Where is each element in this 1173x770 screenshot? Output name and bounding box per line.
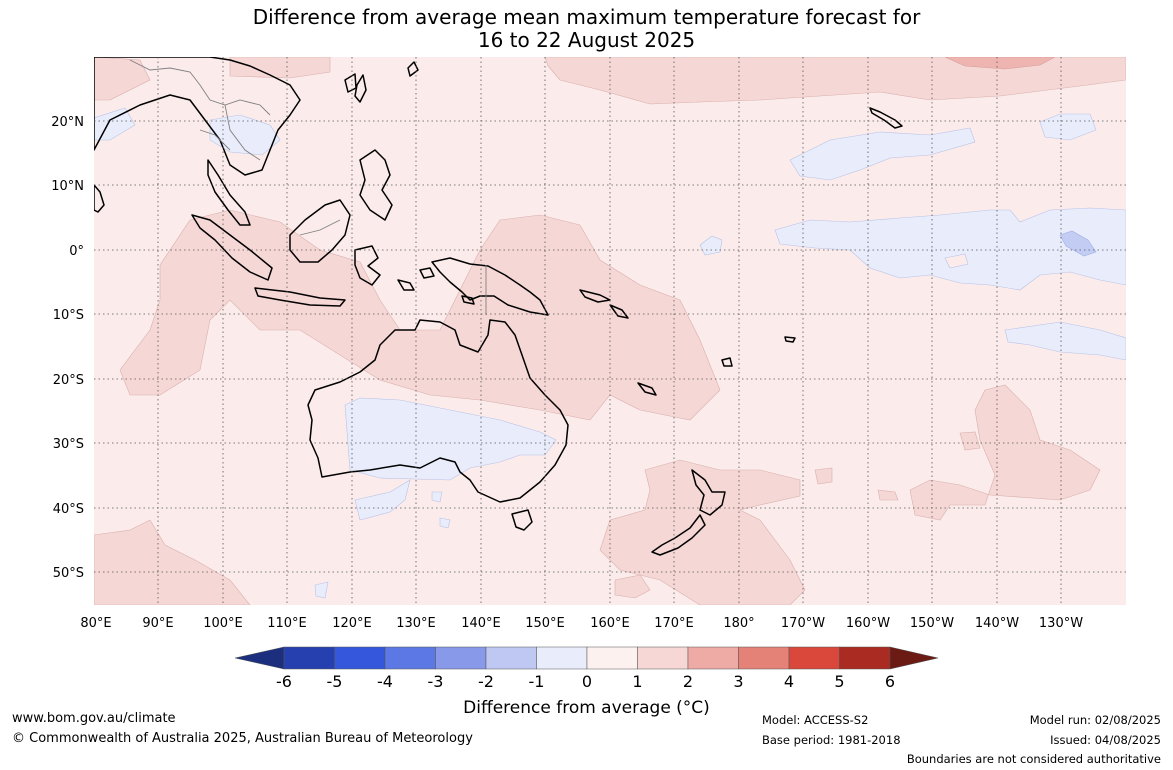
philippines-outline bbox=[359, 149, 393, 221]
lat-label: 20°N bbox=[51, 115, 84, 130]
cool-anomaly-regions bbox=[94, 107, 1126, 599]
borneo-outline bbox=[289, 199, 351, 263]
colorbar-tick: -2 bbox=[478, 672, 494, 691]
colorbar-segment bbox=[738, 646, 790, 670]
malay-peninsula-outline bbox=[207, 159, 251, 226]
model-run-date: Model run: 02/08/2025 bbox=[1029, 713, 1161, 727]
lon-label: 160°E bbox=[590, 616, 630, 631]
colorbar-tick: -4 bbox=[377, 672, 393, 691]
sumatra-outline bbox=[191, 214, 273, 281]
lon-label: 80°E bbox=[80, 616, 111, 631]
tasmania-outline bbox=[511, 509, 533, 531]
lon-label: 120°E bbox=[332, 616, 372, 631]
lon-label: 140°W bbox=[975, 616, 1019, 631]
colorbar-over-arrow bbox=[889, 646, 939, 670]
new-guinea-outline bbox=[431, 257, 549, 316]
sri-lanka-outline bbox=[94, 184, 105, 213]
colorbar-tick: 0 bbox=[582, 672, 592, 691]
lat-label: 20°S bbox=[53, 373, 84, 388]
lat-label: 10°N bbox=[51, 179, 84, 194]
lon-label: 90°E bbox=[142, 616, 173, 631]
lon-label: 110°E bbox=[267, 616, 307, 631]
strong-warm-anomaly bbox=[944, 57, 1056, 70]
lon-label: 170°E bbox=[654, 616, 694, 631]
warm-anomaly-regions bbox=[94, 57, 1126, 605]
issued-date: Issued: 04/08/2025 bbox=[1050, 733, 1161, 747]
colorbar-title: Difference from average (°C) bbox=[463, 698, 710, 718]
lon-label: 150°E bbox=[525, 616, 565, 631]
lon-label: 100°E bbox=[203, 616, 243, 631]
new-zealand-south-outline bbox=[651, 514, 706, 556]
lon-label: 130°W bbox=[1039, 616, 1083, 631]
map-plot-area bbox=[94, 57, 1126, 605]
longitude-labels: 80°E 90°E 100°E 110°E 120°E 130°E 140°E … bbox=[80, 616, 1083, 631]
latitude-labels: 20°N 10°N 0° 10°S 20°S 30°S 40°S 50°S bbox=[51, 115, 84, 581]
colorbar-segment bbox=[839, 646, 891, 670]
copyright-text: © Commonwealth of Australia 2025, Austra… bbox=[12, 731, 473, 746]
colorbar-tick: 6 bbox=[885, 672, 895, 691]
lon-label: 140°E bbox=[461, 616, 501, 631]
country-borders bbox=[129, 59, 487, 315]
colorbar-tick: 1 bbox=[632, 672, 642, 691]
colorbar-tick: -1 bbox=[529, 672, 545, 691]
lat-label: 40°S bbox=[53, 502, 84, 517]
colorbar-segment bbox=[536, 646, 588, 670]
colorbar-segment bbox=[687, 646, 739, 670]
lat-label: 0° bbox=[69, 244, 84, 259]
website-link[interactable]: www.bom.gov.au/climate bbox=[12, 711, 176, 726]
colorbar-tick: -6 bbox=[276, 672, 292, 691]
indochina-outline bbox=[94, 57, 301, 176]
colorbar-segment bbox=[788, 646, 840, 670]
colorbar-segment bbox=[334, 646, 386, 670]
new-zealand-north-outline bbox=[691, 469, 726, 516]
moderate-cool-anomaly bbox=[1059, 230, 1097, 257]
colorbar-tick: 3 bbox=[733, 672, 743, 691]
colorbar-segment bbox=[637, 646, 689, 670]
boundary-disclaimer: Boundaries are not considered authoritat… bbox=[906, 752, 1161, 766]
lon-label: 130°E bbox=[396, 616, 436, 631]
colorbar-segment bbox=[586, 646, 638, 670]
colorbar-tick: 5 bbox=[834, 672, 844, 691]
colorbar-segment bbox=[435, 646, 487, 670]
lat-label: 30°S bbox=[53, 437, 84, 452]
chart-title-line-1: Difference from average mean maximum tem… bbox=[252, 5, 921, 29]
lon-label: 160°W bbox=[846, 616, 890, 631]
colorbar-tick: -3 bbox=[428, 672, 444, 691]
chart-title-line-2: 16 to 22 August 2025 bbox=[477, 28, 696, 52]
lon-label: 170°W bbox=[781, 616, 825, 631]
colorbar bbox=[234, 646, 939, 670]
colorbar-tick: 2 bbox=[683, 672, 693, 691]
java-outline bbox=[254, 287, 346, 307]
colorbar-segment bbox=[283, 646, 335, 670]
lat-label: 50°S bbox=[53, 566, 84, 581]
colorbar-under-arrow bbox=[234, 646, 285, 670]
base-period: Base period: 1981-2018 bbox=[762, 733, 901, 747]
model-name: Model: ACCESS-S2 bbox=[762, 713, 869, 727]
taiwan-outline bbox=[354, 74, 367, 103]
colorbar-tick: -5 bbox=[327, 672, 343, 691]
gridlines bbox=[94, 57, 1126, 605]
colorbar-tick: 4 bbox=[784, 672, 794, 691]
colorbar-tick-labels: -6 -5 -4 -3 -2 -1 0 1 2 3 4 5 6 bbox=[276, 672, 895, 691]
lon-label: 180° bbox=[723, 616, 754, 631]
lon-label: 150°W bbox=[910, 616, 954, 631]
coastlines bbox=[94, 57, 903, 556]
lat-label: 10°S bbox=[53, 308, 84, 323]
colorbar-segment bbox=[485, 646, 537, 670]
australia-outline bbox=[307, 319, 569, 503]
colorbar-segment bbox=[384, 646, 436, 670]
